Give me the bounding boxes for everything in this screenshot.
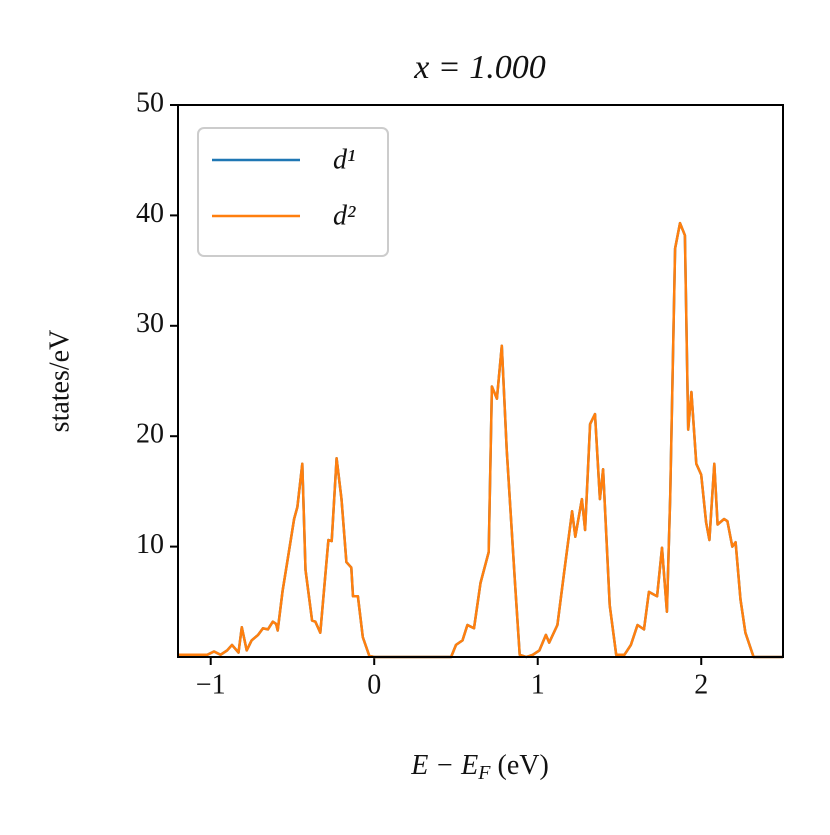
plot-frame xyxy=(177,104,784,658)
legend-label: d² xyxy=(333,200,356,231)
y-tick-label: 50 xyxy=(136,87,164,118)
x-tick-label: 2 xyxy=(694,669,708,700)
y-axis-label: states/eV xyxy=(44,330,75,433)
y-tick-label: 30 xyxy=(136,308,164,339)
y-tick-label: 20 xyxy=(136,419,164,450)
series-line xyxy=(178,221,783,659)
x-tick-label: 1 xyxy=(531,669,545,700)
legend-label: d¹ xyxy=(333,144,355,175)
chart-title: x = 1.000 xyxy=(413,49,546,86)
x-tick-label: −1 xyxy=(196,669,226,700)
legend-box xyxy=(197,127,389,257)
x-tick-label: 0 xyxy=(367,669,381,700)
y-tick-label: 10 xyxy=(136,529,164,560)
x-axis-label: E − EF (eV) xyxy=(410,750,549,783)
series-line xyxy=(178,221,783,659)
y-tick-label: 40 xyxy=(136,198,164,229)
